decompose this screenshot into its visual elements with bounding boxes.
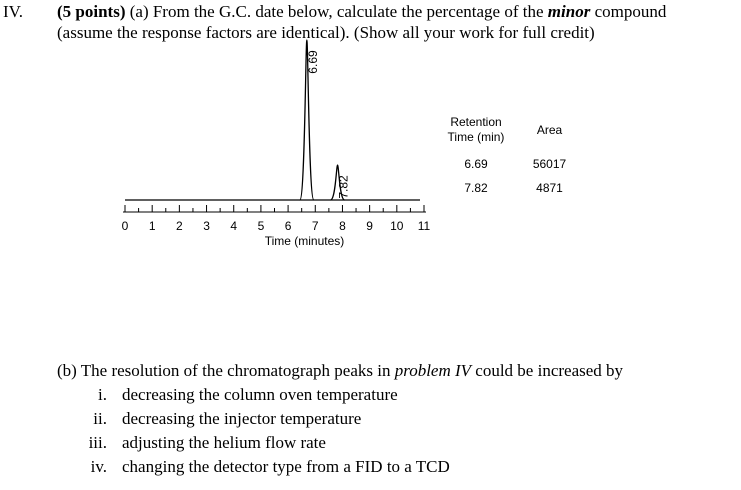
x-tick-label: 2 xyxy=(176,219,183,233)
question-line: (5 points) (a) From the G.C. date below,… xyxy=(57,2,666,22)
x-tick-label: 1 xyxy=(149,219,156,233)
chromatogram: 0 1 2 3 4 5 6 7 8 9 10 11 Time (minutes) 6.69 7.82 xyxy=(122,39,431,248)
table-cell: 4871 xyxy=(536,181,563,195)
item-number: iii. xyxy=(88,433,107,452)
item-text: adjusting the helium flow rate xyxy=(122,433,326,452)
x-tick-label: 3 xyxy=(203,219,210,233)
peak-label: 6.69 xyxy=(306,50,320,74)
item-number: iv. xyxy=(90,457,107,476)
item-text: changing the detector type from a FID to… xyxy=(122,457,450,476)
question-line: (assume the response factors are identic… xyxy=(57,23,595,42)
text: compound xyxy=(590,2,667,21)
table-header: Retention Time (min) xyxy=(447,115,505,144)
x-tick-label: 11 xyxy=(418,219,431,233)
x-tick-label: 5 xyxy=(258,219,265,233)
table-header: Area xyxy=(536,123,563,137)
table-cell: 56017 xyxy=(532,157,567,171)
x-tick-label: 6 xyxy=(285,219,292,233)
x-tick-label: 0 xyxy=(122,219,129,233)
table-cell: 7.82 xyxy=(464,181,488,195)
peak-label: 7.82 xyxy=(337,175,351,199)
text: could be increased by xyxy=(471,361,624,380)
emphasis: problem IV xyxy=(394,361,472,380)
emphasis: minor xyxy=(547,2,591,21)
question-number: IV. xyxy=(3,2,23,21)
x-tick-label: 9 xyxy=(366,219,373,233)
peak xyxy=(329,164,346,201)
text: (a) From the G.C. date below, calculate … xyxy=(125,2,548,21)
item-text: decreasing the injector temperature xyxy=(122,409,362,428)
x-tick-label: 10 xyxy=(390,219,404,233)
points: (5 points) xyxy=(57,2,126,21)
text: (b) The resolution of the chromatograph … xyxy=(57,361,395,380)
table-cell: 6.69 xyxy=(464,157,488,171)
x-tick-label: 7 xyxy=(312,219,319,233)
x-axis-label: Time (minutes) xyxy=(265,234,345,248)
part-b-intro: (b) The resolution of the chromatograph … xyxy=(57,361,623,381)
item-number: i. xyxy=(98,385,107,404)
peak xyxy=(299,39,315,201)
item-text: decreasing the column oven temperature xyxy=(122,385,398,404)
x-tick-label: 4 xyxy=(230,219,237,233)
x-tick-label: 8 xyxy=(339,219,346,233)
item-number: ii. xyxy=(93,409,107,428)
